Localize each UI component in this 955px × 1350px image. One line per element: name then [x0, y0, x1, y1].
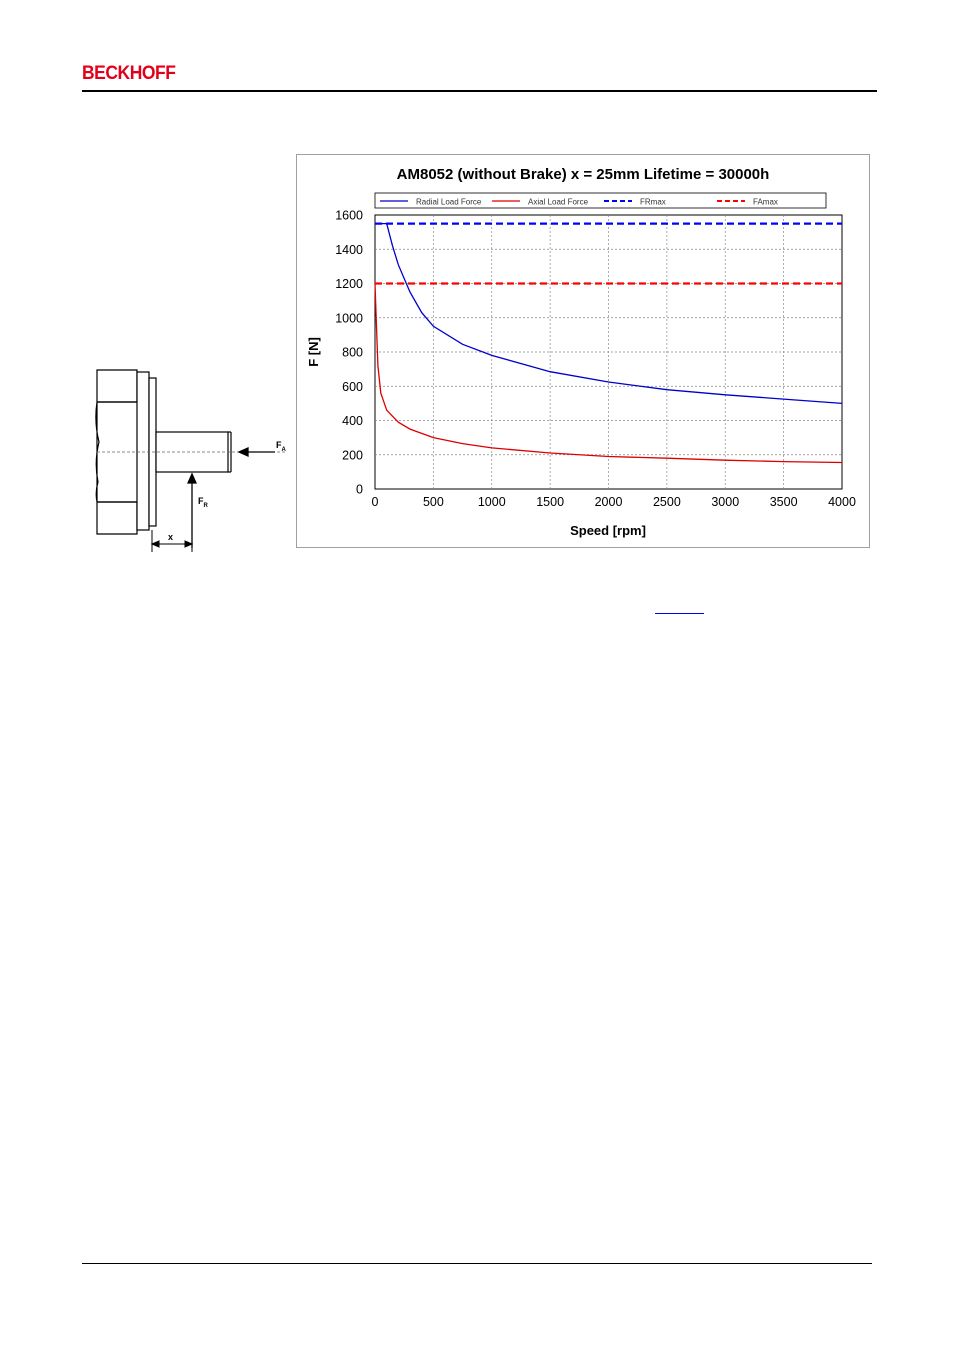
- series-axial-load-force: [374, 283, 843, 464]
- x-tick-label: 1500: [536, 495, 564, 509]
- ticks: 0 500 1000 1500 2000 2500 3000 3500 4000 0 200 400 6…: [335, 209, 856, 510]
- series-radial-load-force: [375, 222, 843, 405]
- x-tick-label: 1000: [478, 495, 506, 509]
- x-tick-label: 500: [423, 495, 444, 509]
- fr-label: FR: [198, 496, 209, 509]
- x-label: x: [168, 532, 173, 542]
- x-dimension: [150, 530, 194, 552]
- x-tick-label: 3000: [711, 495, 739, 509]
- load-force-chart: AM8052 (without Brake) x = 25mm Lifetime…: [296, 154, 870, 548]
- y-tick-label: 400: [342, 414, 363, 428]
- x-tick-label: 2000: [595, 495, 623, 509]
- flange-plate: [136, 371, 150, 531]
- header-divider: [82, 90, 877, 92]
- chart-title: AM8052 (without Brake) x = 25mm Lifetime…: [397, 166, 770, 183]
- y-tick-label: 0: [356, 483, 363, 497]
- y-tick-label: 200: [342, 448, 363, 462]
- y-tick-label: 1600: [335, 209, 363, 223]
- footer-divider: [82, 1263, 872, 1264]
- legend-box: [374, 192, 827, 209]
- y-tick-label: 1000: [335, 311, 363, 325]
- fa-label: FA: [276, 440, 287, 453]
- link-underline[interactable]: [655, 613, 704, 614]
- x-tick-label: 2500: [653, 495, 681, 509]
- axial-force-arrow: [237, 446, 275, 458]
- y-tick-label: 800: [342, 346, 363, 360]
- x-tick-label: 4000: [828, 495, 856, 509]
- shaft-load-diagram: FA FR x: [95, 369, 287, 552]
- x-axis-label: Speed [rpm]: [570, 523, 646, 538]
- legend-label: Radial Load Force: [416, 198, 482, 207]
- x-tick-label: 3500: [770, 495, 798, 509]
- legend-label: FAmax: [753, 198, 778, 207]
- series-group: [374, 222, 843, 464]
- x-tick-label: 0: [372, 495, 379, 509]
- y-tick-label: 600: [342, 380, 363, 394]
- y-axis-label: F [N]: [306, 337, 321, 367]
- motor-flange-body: [95, 369, 138, 535]
- legend-label: Axial Load Force: [528, 198, 589, 207]
- y-tick-label: 1200: [335, 277, 363, 291]
- beckhoff-logo: BECKHOFF: [82, 63, 176, 84]
- legend-label: FRmax: [640, 198, 666, 207]
- y-tick-label: 1400: [335, 243, 363, 257]
- legend: Radial Load Force Axial Load Force FRmax FA…: [380, 198, 778, 207]
